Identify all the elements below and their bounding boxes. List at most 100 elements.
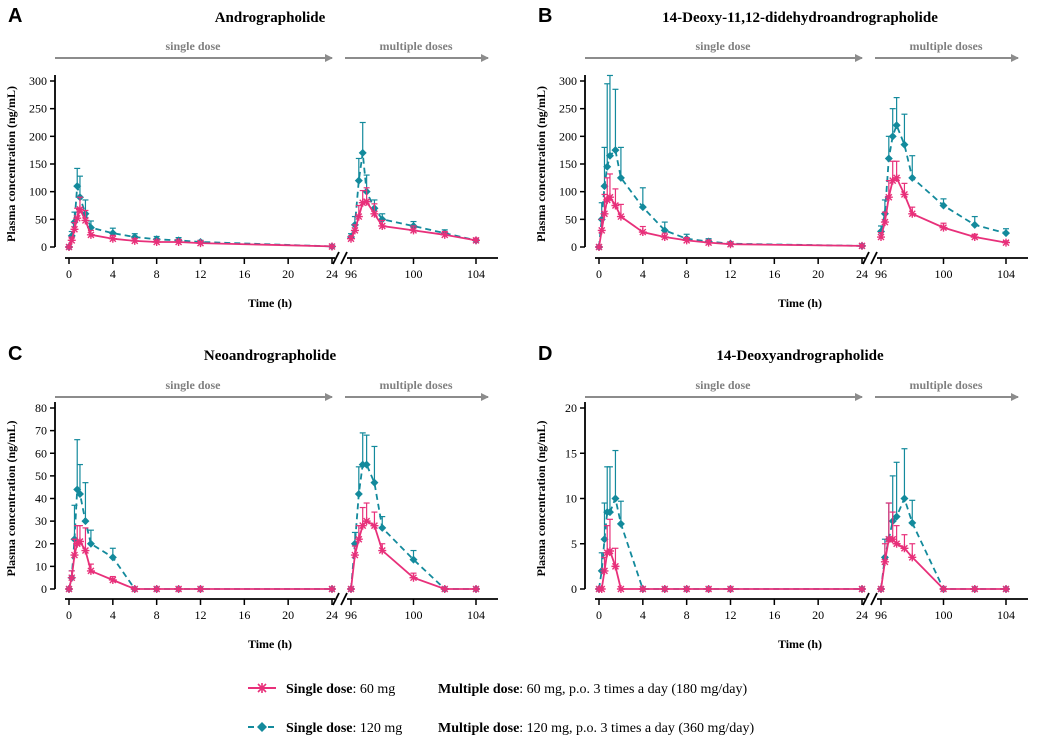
panel-title: 14-Deoxy-11,12-didehydroandrographolide xyxy=(662,10,938,26)
data-point xyxy=(605,193,614,202)
data-point xyxy=(67,573,76,582)
legend-item: Single dose: 120 mg Multiple dose: 120 mg… xyxy=(248,721,754,736)
data-point xyxy=(939,201,948,210)
legend-label-bold: Single dose xyxy=(286,682,353,697)
axis-break-mark xyxy=(870,251,878,265)
y-tick-label: 150 xyxy=(559,157,577,171)
series-120mg xyxy=(595,448,1010,593)
legend-item: Single dose: 60 mg Multiple dose: 60 mg, … xyxy=(248,682,747,697)
data-point xyxy=(726,585,735,593)
data-point xyxy=(682,585,691,593)
x-tick-label: 12 xyxy=(725,608,737,622)
data-point xyxy=(328,585,336,593)
data-point xyxy=(70,551,79,560)
data-point xyxy=(65,585,73,593)
y-tick-label: 30 xyxy=(35,514,47,528)
data-point xyxy=(378,546,387,555)
series-line-single xyxy=(68,540,332,590)
data-point xyxy=(174,585,183,593)
axis-break-mark xyxy=(862,592,870,606)
data-point xyxy=(877,585,885,593)
x-tick-label: 96 xyxy=(345,267,357,281)
y-tick-label: 20 xyxy=(565,401,577,415)
data-point xyxy=(888,535,897,544)
data-point xyxy=(660,585,669,593)
data-point xyxy=(362,460,371,469)
axis-break-mark xyxy=(332,592,340,606)
data-point xyxy=(611,201,620,210)
y-tick-label: 100 xyxy=(29,185,47,199)
x-tick-label: 24 xyxy=(856,267,868,281)
data-point xyxy=(704,238,713,247)
panel-c: C Neoandrographolide single dose multiple d… xyxy=(4,343,498,651)
y-tick-label: 50 xyxy=(565,212,577,226)
series-120mg xyxy=(65,432,480,593)
y-tick-label: 0 xyxy=(571,240,577,254)
series-60mg xyxy=(595,160,1010,251)
multiple-dose-label: multiple doses xyxy=(909,378,982,392)
panel-letter: D xyxy=(538,343,552,365)
data-point xyxy=(108,234,117,243)
data-point xyxy=(354,489,363,498)
data-point xyxy=(81,546,90,555)
x-axis-title: Time (h) xyxy=(778,296,822,310)
axis-break-mark xyxy=(870,592,878,606)
series-line-single xyxy=(598,495,862,590)
data-point xyxy=(682,236,691,245)
legend-label: Single dose: 120 mg xyxy=(286,721,402,736)
y-tick-label: 5 xyxy=(571,537,577,551)
x-tick-label: 0 xyxy=(66,267,72,281)
data-point xyxy=(939,223,948,232)
x-tick-label: 0 xyxy=(596,267,602,281)
data-point xyxy=(358,148,367,157)
data-point xyxy=(908,173,917,182)
x-axis-title: Time (h) xyxy=(248,637,292,651)
data-point xyxy=(600,209,609,218)
series-60mg xyxy=(65,187,480,251)
y-tick-label: 200 xyxy=(29,129,47,143)
data-point xyxy=(196,585,205,593)
data-point xyxy=(884,154,893,163)
panel-title: Andrographolide xyxy=(215,10,326,26)
x-tick-label: 8 xyxy=(154,608,160,622)
data-point xyxy=(908,518,917,527)
data-point xyxy=(130,585,139,593)
data-point xyxy=(350,551,359,560)
multiple-dose-label: multiple doses xyxy=(379,39,452,53)
y-tick-label: 150 xyxy=(29,157,47,171)
legend-detail: Multiple dose: 60 mg, p.o. 3 times a day… xyxy=(438,682,747,697)
x-tick-label: 96 xyxy=(875,608,887,622)
y-tick-label: 50 xyxy=(35,212,47,226)
data-point xyxy=(704,585,713,593)
y-tick-label: 40 xyxy=(35,492,47,506)
x-tick-label: 16 xyxy=(768,608,780,622)
y-tick-label: 250 xyxy=(559,102,577,116)
data-point xyxy=(130,236,139,245)
legend-detail: Multiple dose: 120 mg, p.o. 3 times a da… xyxy=(438,721,754,736)
panel-letter: C xyxy=(8,343,22,365)
data-point xyxy=(370,478,379,487)
data-point xyxy=(908,209,917,218)
data-point xyxy=(409,555,418,564)
data-point xyxy=(888,176,897,185)
data-point xyxy=(660,233,669,242)
data-point xyxy=(892,512,901,521)
data-point xyxy=(75,205,84,214)
x-tick-label: 12 xyxy=(195,267,207,281)
y-axis-title: Plasma concentration (ng/mL) xyxy=(534,421,548,577)
series-60mg xyxy=(65,502,480,593)
data-point xyxy=(616,519,625,528)
x-tick-label: 24 xyxy=(326,267,338,281)
data-point xyxy=(152,585,161,593)
y-axis-title: Plasma concentration (ng/mL) xyxy=(534,86,548,242)
data-point xyxy=(378,523,387,532)
single-dose-label: single dose xyxy=(695,378,751,392)
x-tick-label: 0 xyxy=(596,608,602,622)
x-tick-label: 16 xyxy=(238,608,250,622)
data-point xyxy=(595,243,603,251)
data-point xyxy=(970,585,979,593)
data-point xyxy=(638,203,647,212)
panel-b: B 14-Deoxy-11,12-didehydroandrographolide… xyxy=(534,5,1028,310)
